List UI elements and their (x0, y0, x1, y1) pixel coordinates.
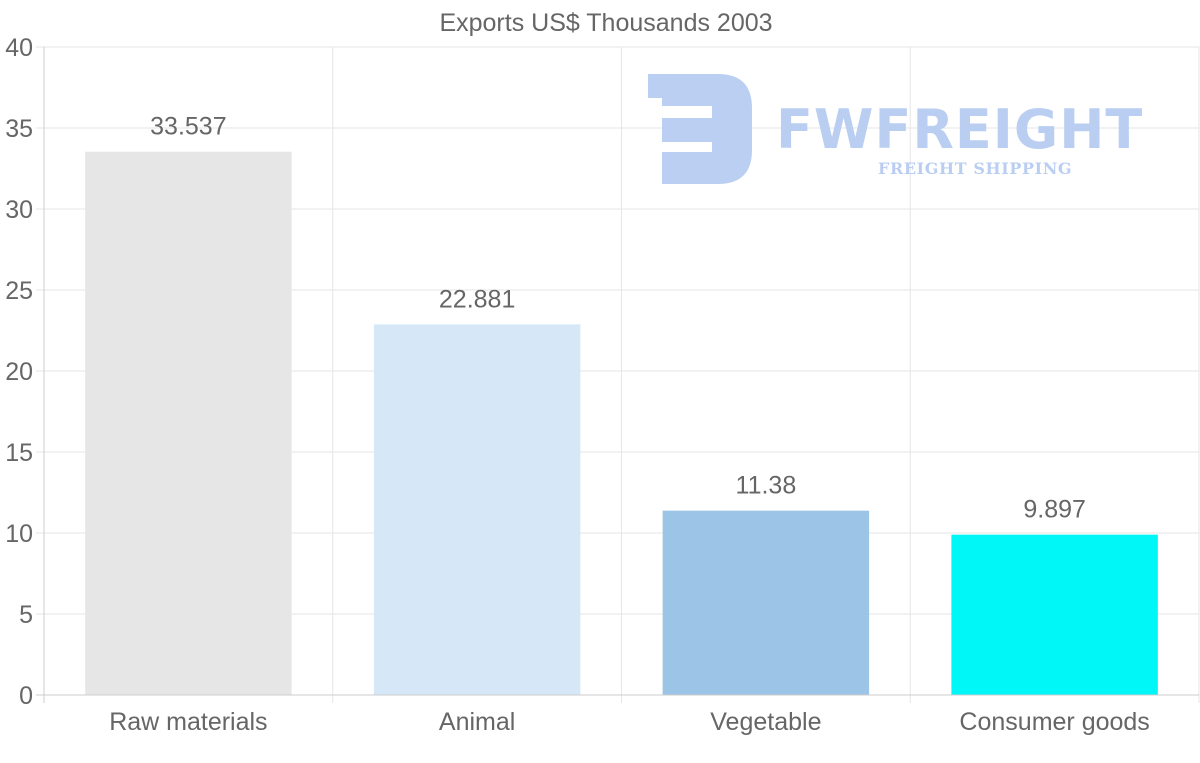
y-tick-label: 10 (5, 520, 33, 548)
labels-layer: 33.537 22.881 11.38 9.897 (150, 113, 1086, 524)
bar-value-label: 33.537 (150, 113, 226, 141)
y-tick-label: 35 (5, 115, 33, 143)
watermark-f-icon (648, 74, 752, 184)
y-tick-label: 5 (19, 601, 33, 629)
chart-title: Exports US$ Thousands 2003 (439, 9, 772, 37)
y-tick-label: 25 (5, 277, 33, 305)
x-tick-label: Consumer goods (959, 708, 1149, 736)
y-tick-label: 0 (19, 682, 33, 710)
bar[interactable] (373, 324, 581, 695)
y-tick-label: 30 (5, 196, 33, 224)
watermark-logo: FWFREIGHT FREIGHT SHIPPING (648, 74, 1143, 184)
bar[interactable] (951, 534, 1158, 695)
y-tick-label: 40 (5, 34, 33, 62)
y-tick-label: 20 (5, 358, 33, 386)
bars-layer (85, 151, 1158, 695)
x-tick-label: Animal (439, 708, 515, 736)
watermark-brand: FWFREIGHT (776, 98, 1143, 161)
bar-value-label: 11.38 (736, 472, 797, 500)
bar-value-label: 9.897 (1023, 496, 1086, 524)
x-tick-label: Raw materials (109, 708, 267, 736)
bar[interactable] (85, 151, 292, 695)
axes-layer: 0 5 10 15 20 25 30 35 40 Raw materials Animal Veget… (5, 34, 1199, 736)
y-tick-label: 15 (5, 439, 33, 467)
x-tick-label: Vegetable (710, 708, 821, 736)
bar[interactable] (662, 510, 870, 695)
watermark-tagline: FREIGHT SHIPPING (878, 159, 1072, 178)
bar-value-label: 22.881 (439, 285, 515, 313)
